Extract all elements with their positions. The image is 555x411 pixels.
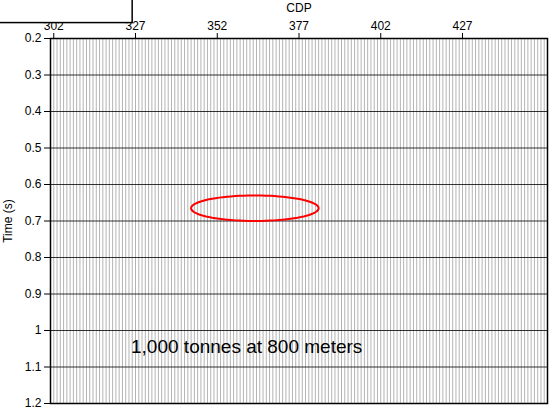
svg-text:427: 427	[452, 19, 472, 33]
svg-text:0.7: 0.7	[25, 214, 42, 228]
svg-text:0.5: 0.5	[25, 141, 42, 155]
svg-text:1.1: 1.1	[25, 360, 42, 374]
svg-text:0.6: 0.6	[25, 177, 42, 191]
svg-text:302: 302	[43, 18, 64, 33]
svg-text:1.2: 1.2	[25, 396, 42, 410]
svg-text:327: 327	[125, 18, 146, 33]
svg-text:0.9: 0.9	[25, 287, 42, 301]
svg-text:1: 1	[35, 323, 42, 337]
svg-text:0.4: 0.4	[25, 104, 42, 118]
svg-text:377: 377	[289, 19, 309, 33]
svg-text:Time (s): Time (s)	[1, 199, 15, 243]
svg-text:0.3: 0.3	[25, 68, 42, 82]
svg-text:1,000 tonnes at 800 meters: 1,000 tonnes at 800 meters	[131, 336, 362, 357]
svg-text:CDP: CDP	[286, 1, 311, 15]
svg-text:402: 402	[371, 19, 391, 33]
svg-text:352: 352	[207, 19, 227, 33]
svg-text:0.2: 0.2	[25, 31, 42, 45]
svg-text:0.8: 0.8	[25, 250, 42, 264]
